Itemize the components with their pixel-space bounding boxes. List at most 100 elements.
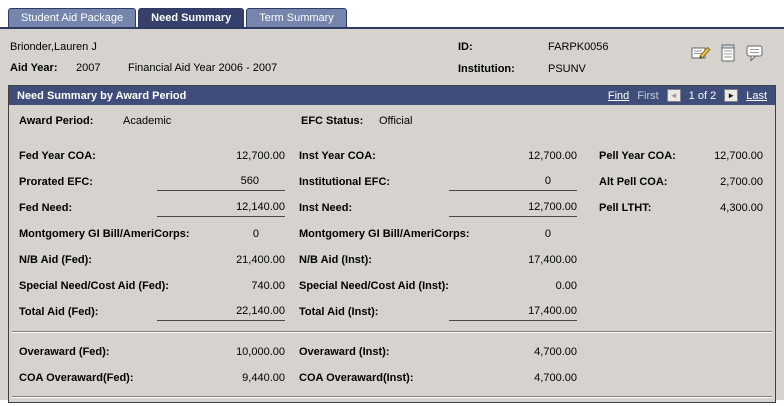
field-value: 0.00 bbox=[555, 280, 577, 292]
field-value: 4,700.00 bbox=[534, 346, 577, 358]
field-value: 0 bbox=[252, 228, 259, 240]
summary-columns: Fed Year COA: 12,700.00 Prorated EFC: 56… bbox=[9, 139, 775, 321]
id-row: ID: FARPK0056 bbox=[458, 41, 684, 53]
id-value: FARPK0056 bbox=[548, 41, 609, 53]
row-institutional-efc: Institutional EFC: 0 bbox=[299, 165, 591, 191]
bottom-divider bbox=[12, 396, 772, 398]
field-label: COA Overaward(Fed): bbox=[19, 372, 134, 384]
award-period-value: Academic bbox=[123, 115, 172, 127]
row-special-need-fed: Special Need/Cost Aid (Fed): 740.00 bbox=[19, 269, 299, 295]
last-link[interactable]: Last bbox=[746, 89, 767, 102]
field-value: 9,440.00 bbox=[242, 372, 285, 384]
row-montgomery-fed: Montgomery GI Bill/AmeriCorps: 0 bbox=[19, 217, 299, 243]
row-special-need-inst: Special Need/Cost Aid (Inst): 0.00 bbox=[299, 269, 591, 295]
field-value: 21,400.00 bbox=[236, 254, 285, 266]
efc-status-value: Official bbox=[379, 115, 413, 127]
field-label: Montgomery GI Bill/AmeriCorps: bbox=[19, 228, 190, 240]
previous-row-icon: ◄ bbox=[666, 89, 681, 102]
overaward-columns: Overaward (Fed): 10,000.00 COA Overaward… bbox=[9, 335, 775, 387]
need-summary-groupbox: Need Summary by Award Period Find First … bbox=[8, 85, 776, 403]
tab-need-summary[interactable]: Need Summary bbox=[138, 8, 245, 27]
row-montgomery-inst: Montgomery GI Bill/AmeriCorps: 0 bbox=[299, 217, 591, 243]
field-label: Pell Year COA: bbox=[599, 150, 676, 162]
row-inst-need: Inst Need: 12,700.00 bbox=[299, 191, 591, 217]
row-pell-year-coa: Pell Year COA: 12,700.00 bbox=[599, 139, 765, 165]
row-total-aid-fed: Total Aid (Fed): 22,140.00 bbox=[19, 295, 299, 321]
groupbox-header: Need Summary by Award Period Find First … bbox=[9, 86, 775, 105]
id-institution-block: ID: FARPK0056 Institution: PSUNV bbox=[458, 41, 684, 75]
field-value: 12,700.00 bbox=[528, 150, 577, 162]
institution-row: Institution: PSUNV bbox=[458, 63, 684, 75]
field-label: Institutional EFC: bbox=[299, 176, 391, 188]
next-row-icon[interactable]: ► bbox=[724, 89, 739, 102]
field-label: Overaward (Fed): bbox=[19, 346, 110, 358]
field-label: Montgomery GI Bill/AmeriCorps: bbox=[299, 228, 470, 240]
empty-column bbox=[591, 335, 765, 387]
field-label: Prorated EFC: bbox=[19, 176, 93, 188]
student-info: Brionder,Lauren J Aid Year: 2007 Financi… bbox=[10, 41, 458, 75]
tab-term-summary[interactable]: Term Summary bbox=[246, 8, 347, 27]
tab-label: Student Aid Package bbox=[21, 12, 124, 24]
field-label: Fed Year COA: bbox=[19, 150, 96, 162]
field-value: 12,700.00 bbox=[236, 150, 285, 162]
comment-icon[interactable] bbox=[744, 43, 766, 63]
field-value: 22,140.00 bbox=[157, 305, 285, 321]
field-value: 560 bbox=[157, 175, 285, 191]
field-value: 12,700.00 bbox=[714, 150, 763, 162]
row-nb-aid-fed: N/B Aid (Fed): 21,400.00 bbox=[19, 243, 299, 269]
field-value: 17,400.00 bbox=[449, 305, 577, 321]
field-label: Alt Pell COA: bbox=[599, 176, 668, 188]
field-label: Pell LTHT: bbox=[599, 202, 652, 214]
field-label: Special Need/Cost Aid (Fed): bbox=[19, 280, 169, 292]
notepad-icon[interactable] bbox=[717, 43, 739, 63]
row-overaward-fed: Overaward (Fed): 10,000.00 bbox=[19, 335, 299, 361]
header-icon-bar bbox=[684, 41, 774, 75]
notify-icon[interactable] bbox=[690, 43, 712, 63]
row-overaward-inst: Overaward (Inst): 4,700.00 bbox=[299, 335, 591, 361]
row-navigation: Find First ◄ 1 of 2 ► Last bbox=[608, 89, 767, 102]
tab-label: Need Summary bbox=[151, 12, 232, 24]
row-coa-overaward-inst: COA Overaward(Inst): 4,700.00 bbox=[299, 361, 591, 387]
inst-overaward-column: Overaward (Inst): 4,700.00 COA Overaward… bbox=[299, 335, 591, 387]
id-label: ID: bbox=[458, 41, 473, 53]
award-period-row: Award Period: Academic EFC Status: Offic… bbox=[9, 113, 775, 139]
field-value: 740.00 bbox=[251, 280, 285, 292]
fed-column: Fed Year COA: 12,700.00 Prorated EFC: 56… bbox=[19, 139, 299, 321]
find-link[interactable]: Find bbox=[607, 89, 630, 102]
row-pell-ltht: Pell LTHT: 4,300.00 bbox=[599, 191, 765, 217]
award-period-label: Award Period: bbox=[19, 115, 94, 127]
groupbox-title: Need Summary by Award Period bbox=[17, 89, 187, 102]
row-total-aid-inst: Total Aid (Inst): 17,400.00 bbox=[299, 295, 591, 321]
aid-year-row: Aid Year: 2007 Financial Aid Year 2006 -… bbox=[10, 62, 458, 74]
field-value: 10,000.00 bbox=[236, 346, 285, 358]
student-header: Brionder,Lauren J Aid Year: 2007 Financi… bbox=[0, 29, 784, 81]
row-fed-year-coa: Fed Year COA: 12,700.00 bbox=[19, 139, 299, 165]
row-coa-overaward-fed: COA Overaward(Fed): 9,440.00 bbox=[19, 361, 299, 387]
row-alt-pell-coa: Alt Pell COA: 2,700.00 bbox=[599, 165, 765, 191]
student-name: Brionder,Lauren J bbox=[10, 41, 97, 53]
row-inst-year-coa: Inst Year COA: 12,700.00 bbox=[299, 139, 591, 165]
aid-year-label: Aid Year: bbox=[10, 62, 58, 74]
field-value: 17,400.00 bbox=[528, 254, 577, 266]
groupbox-body: Award Period: Academic EFC Status: Offic… bbox=[9, 105, 775, 402]
field-label: Total Aid (Inst): bbox=[299, 306, 379, 318]
row-nb-aid-inst: N/B Aid (Inst): 17,400.00 bbox=[299, 243, 591, 269]
tab-student-aid-package[interactable]: Student Aid Package bbox=[8, 8, 137, 27]
field-label: Overaward (Inst): bbox=[299, 346, 390, 358]
field-value: 12,140.00 bbox=[157, 201, 285, 217]
field-label: COA Overaward(Inst): bbox=[299, 372, 414, 384]
field-value: 0 bbox=[449, 175, 577, 191]
efc-status-label: EFC Status: bbox=[301, 115, 364, 127]
field-value: 2,700.00 bbox=[720, 176, 763, 188]
row-prorated-efc: Prorated EFC: 560 bbox=[19, 165, 299, 191]
field-label: Total Aid (Fed): bbox=[19, 306, 99, 318]
field-label: N/B Aid (Inst): bbox=[299, 254, 372, 266]
page-content: Brionder,Lauren J Aid Year: 2007 Financi… bbox=[0, 29, 784, 403]
field-label: N/B Aid (Fed): bbox=[19, 254, 92, 266]
field-label: Special Need/Cost Aid (Inst): bbox=[299, 280, 449, 292]
institution-label: Institution: bbox=[458, 63, 515, 75]
field-value: 0 bbox=[544, 228, 551, 240]
tab-strip: Student Aid Package Need Summary Term Su… bbox=[0, 0, 784, 29]
pell-column: Pell Year COA: 12,700.00 Alt Pell COA: 2… bbox=[591, 139, 765, 321]
